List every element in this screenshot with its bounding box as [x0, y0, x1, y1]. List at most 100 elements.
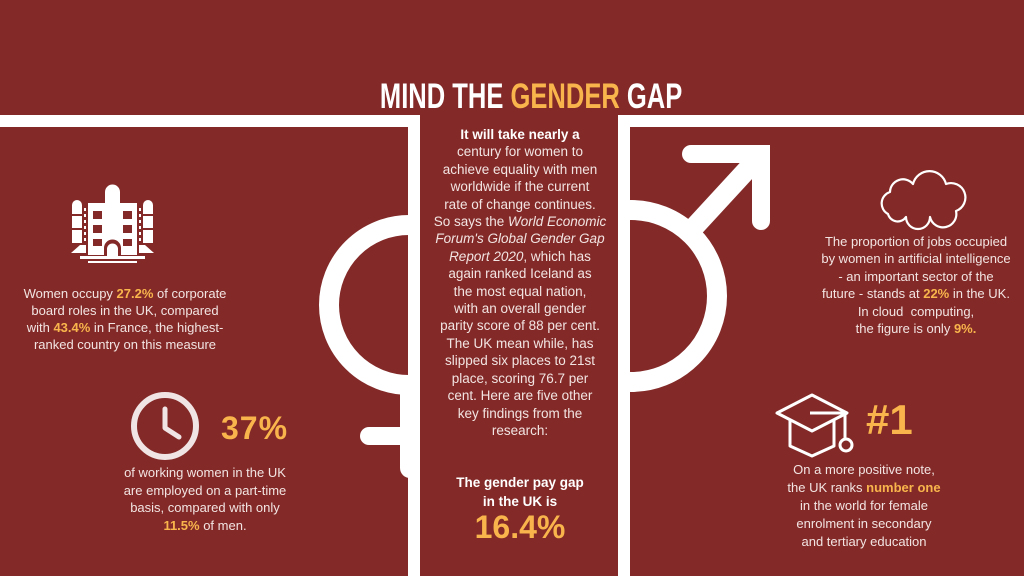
text-segment: of working women in the UK: [124, 465, 286, 480]
text-segment: On a more positive note,: [793, 462, 935, 477]
text-line: the figure is only 9%.: [806, 320, 1024, 337]
text-segment: achieve equality with men: [442, 161, 598, 177]
text-line: worldwide if the current: [421, 178, 619, 195]
text-segment: In cloud computing,: [857, 303, 975, 319]
text-segment: slipped six places to 21st: [444, 353, 596, 369]
text-line: with an overall gender: [421, 300, 619, 317]
title-highlight: GENDER: [510, 77, 621, 116]
text-segment: again ranked Iceland as: [448, 266, 592, 282]
text-segment: , which has: [523, 248, 591, 264]
text-segment: in France, the highest-: [90, 320, 224, 335]
text-segment: research:: [491, 422, 549, 438]
text-segment: basis, compared with only: [130, 500, 280, 516]
education-text: On a more positive note, the UK ranks num…: [764, 461, 964, 551]
text-line: place, scoring 76.7 per: [421, 370, 619, 387]
text-segment: - an important sector of the: [838, 268, 994, 284]
cloud-icon: [880, 169, 967, 231]
text-line: ranked country on this measure: [0, 336, 250, 353]
text-segment: So says the: [433, 214, 508, 230]
text-segment: board roles in the UK, compared: [31, 303, 219, 318]
text-line: - an important sector of the: [806, 268, 1024, 285]
text-segment: in the world for female: [800, 498, 928, 513]
text-line: enrolment in secondary: [764, 515, 964, 533]
text-line: century for women to: [421, 143, 619, 160]
text-segment: ranked country on this measure: [33, 337, 217, 352]
text-line: rate of change continues.: [421, 196, 619, 213]
text-line: The UK mean while, has: [421, 335, 619, 352]
text-line: and tertiary education: [764, 533, 964, 551]
text-line: It will take nearly a: [421, 126, 619, 143]
ai-jobs-text: The proportion of jobs occupied by women …: [806, 233, 1024, 337]
text-line: slipped six places to 21st: [421, 352, 619, 369]
emphasis-text: Report 2020: [449, 248, 524, 264]
left-frame: [0, 115, 420, 576]
emphasis-text: It will take nearly a: [460, 127, 580, 142]
text-line: basis, compared with only: [105, 499, 305, 517]
text-segment: The gender pay gap: [456, 475, 584, 490]
text-segment: by women in artificial intelligence: [821, 251, 1011, 267]
text-segment: enrolment in secondary: [796, 516, 932, 531]
graduation-cap-icon: [775, 393, 854, 458]
text-line: parity score of 88 per cent.: [421, 317, 619, 334]
text-line: key findings from the: [421, 405, 619, 422]
text-segment: century for women to: [456, 144, 584, 160]
text-line: research:: [421, 422, 619, 439]
text-segment: parity score of 88 per cent.: [440, 318, 600, 334]
text-segment: and tertiary education: [801, 534, 927, 549]
text-line: in the UK is: [421, 493, 619, 512]
text-segment: with an overall gender: [453, 301, 587, 317]
text-segment: with: [26, 320, 54, 335]
highlight-value: number one: [866, 480, 941, 495]
text-line: Report 2020, which has: [421, 248, 619, 265]
highlight-value: 11.5%: [163, 517, 200, 533]
text-line: The gender pay gap: [421, 474, 619, 493]
text-segment: future - stands at: [822, 286, 924, 302]
text-segment: The proportion of jobs occupied: [824, 234, 1008, 249]
text-line: again ranked Iceland as: [421, 265, 619, 282]
text-line: by women in artificial intelligence: [806, 250, 1024, 267]
text-segment: worldwide if the current: [450, 179, 590, 195]
text-segment: of corporate: [153, 286, 227, 301]
text-segment: rate of change continues.: [444, 196, 596, 212]
text-line: Forum's Global Gender Gap: [421, 230, 619, 247]
text-line: are employed on a part-time: [105, 482, 305, 500]
text-segment: cent. Here are five other: [447, 388, 593, 404]
text-segment: in the UK.: [949, 286, 1010, 302]
intro-text: It will take nearly a century for women t…: [421, 126, 619, 439]
center-panel: [420, 127, 618, 576]
part-time-text: of working women in the UK are employed o…: [105, 464, 305, 534]
text-line: with 43.4% in France, the highest-: [0, 319, 250, 336]
right-frame: [618, 115, 1024, 576]
title-text: MIND THE GENDER GAP: [380, 77, 682, 117]
text-segment: are employed on a part-time: [123, 482, 287, 498]
highlight-value: 43.4%: [53, 320, 91, 335]
highlight-value: 22%: [923, 286, 950, 302]
page-title: MIND THE GENDER GAP: [0, 37, 1024, 157]
text-segment: in the UK is: [482, 493, 558, 509]
text-line: the most equal nation,: [421, 283, 619, 300]
clock-icon: [131, 392, 199, 460]
text-line: Women occupy 27.2% of corporate: [0, 285, 250, 302]
emphasis-text: Forum's Global Gender Gap: [435, 231, 605, 247]
text-line: The proportion of jobs occupied: [806, 233, 1024, 250]
text-line: cent. Here are five other: [421, 387, 619, 404]
text-line: 11.5% of men.: [105, 517, 305, 535]
pay-gap-stat: 16.4%: [474, 509, 566, 545]
text-line: So says the World Economic: [421, 213, 619, 230]
title-prefix: MIND THE: [380, 77, 511, 116]
text-line: the UK ranks number one: [764, 479, 964, 497]
text-segment: the figure is only: [855, 321, 954, 337]
emphasis-text: World Economic: [508, 214, 607, 230]
highlight-value: 27.2%: [116, 286, 154, 301]
text-line: On a more positive note,: [764, 461, 964, 479]
education-rank-stat: #1: [866, 396, 913, 443]
text-line: board roles in the UK, compared: [0, 302, 250, 319]
pay-gap-label: The gender pay gap in the UK is: [421, 474, 619, 511]
board-roles-text: Women occupy 27.2% of corporate board rol…: [0, 285, 250, 353]
text-line: of working women in the UK: [105, 464, 305, 482]
highlight-value: 9%.: [953, 321, 977, 337]
text-line: In cloud computing,: [806, 303, 1024, 320]
text-segment: key findings from the: [457, 405, 583, 421]
